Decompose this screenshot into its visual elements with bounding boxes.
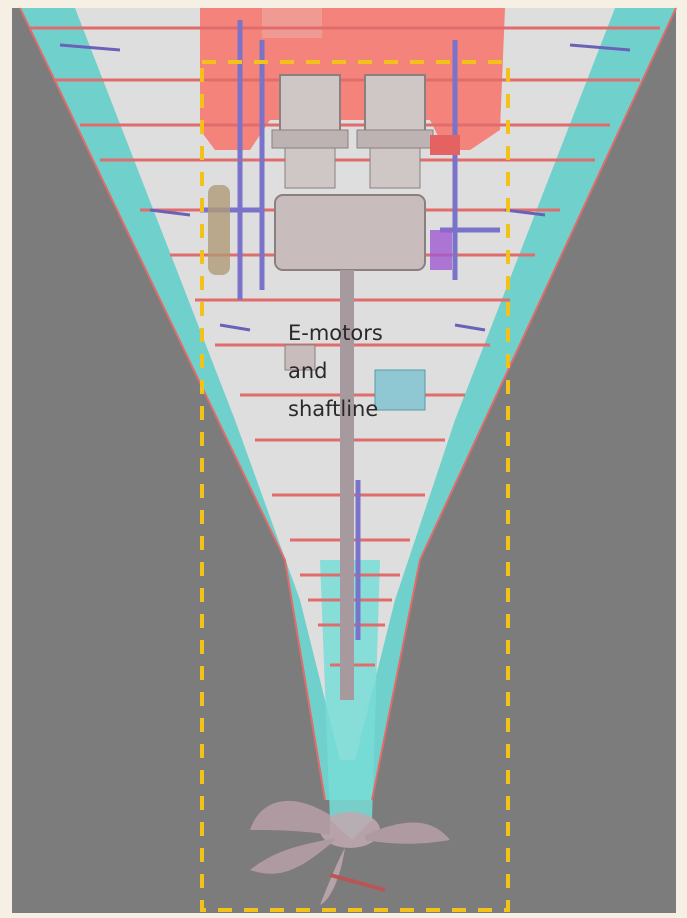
e-motor-port bbox=[271, 74, 349, 189]
hull-outline bbox=[19, 7, 677, 801]
purple-unit bbox=[430, 230, 452, 270]
e-motors-shaftline-label: E-motors and shaftline bbox=[288, 321, 383, 421]
frame-stubs bbox=[59, 43, 631, 332]
shaftline bbox=[340, 270, 354, 700]
aux-unit bbox=[374, 369, 426, 411]
propeller bbox=[250, 800, 450, 905]
e-motor-starboard bbox=[356, 74, 434, 189]
highlight-box bbox=[200, 60, 510, 912]
red-unit bbox=[430, 135, 460, 155]
deck-hatch bbox=[262, 8, 322, 38]
gearbox bbox=[274, 194, 426, 271]
tank-pipe bbox=[208, 185, 230, 275]
aux-unit-2 bbox=[284, 344, 316, 371]
